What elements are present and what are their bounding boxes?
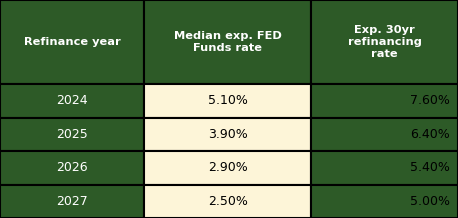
- Text: 6.40%: 6.40%: [410, 128, 450, 141]
- Bar: [144, 151, 311, 185]
- Text: 5.10%: 5.10%: [208, 94, 248, 107]
- Bar: [311, 118, 458, 151]
- Text: 5.40%: 5.40%: [410, 161, 450, 174]
- Bar: [311, 185, 458, 218]
- Text: 2025: 2025: [56, 128, 88, 141]
- Text: 2.90%: 2.90%: [208, 161, 248, 174]
- Bar: [144, 0, 311, 84]
- Bar: [144, 185, 311, 218]
- Bar: [0, 185, 144, 218]
- Bar: [0, 118, 144, 151]
- Bar: [144, 118, 311, 151]
- Text: Exp. 30yr
refinancing
rate: Exp. 30yr refinancing rate: [348, 25, 422, 59]
- Bar: [311, 84, 458, 118]
- Text: 2026: 2026: [56, 161, 88, 174]
- Bar: [0, 151, 144, 185]
- Text: Median exp. FED
Funds rate: Median exp. FED Funds rate: [174, 31, 282, 53]
- Text: 2.50%: 2.50%: [208, 195, 248, 208]
- Bar: [0, 0, 144, 84]
- Text: Refinance year: Refinance year: [24, 37, 120, 47]
- Text: 3.90%: 3.90%: [208, 128, 248, 141]
- Bar: [311, 0, 458, 84]
- Text: 2024: 2024: [56, 94, 88, 107]
- Bar: [0, 84, 144, 118]
- Bar: [144, 84, 311, 118]
- Text: 2027: 2027: [56, 195, 88, 208]
- Bar: [311, 151, 458, 185]
- Text: 5.00%: 5.00%: [410, 195, 450, 208]
- Text: 7.60%: 7.60%: [410, 94, 450, 107]
